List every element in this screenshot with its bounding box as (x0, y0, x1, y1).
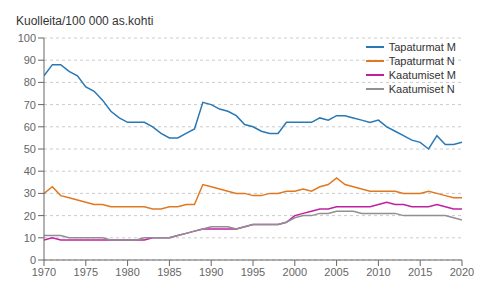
svg-text:2015: 2015 (408, 266, 432, 278)
svg-text:0: 0 (30, 254, 36, 266)
svg-text:1995: 1995 (241, 266, 265, 278)
svg-text:1970: 1970 (32, 266, 56, 278)
svg-text:70: 70 (24, 99, 36, 111)
svg-text:20: 20 (24, 210, 36, 222)
svg-text:1985: 1985 (157, 266, 181, 278)
html-text:Tapaturmat M: Tapaturmat M (388, 41, 456, 53)
svg-text:1980: 1980 (115, 266, 139, 278)
svg-text:1975: 1975 (74, 266, 98, 278)
html-text:Kaatumiset N: Kaatumiset N (388, 83, 455, 95)
svg-text:2010: 2010 (366, 266, 390, 278)
html-text:Kuolleita/100 000 as.kohti: Kuolleita/100 000 as.kohti (16, 14, 154, 28)
svg-text:50: 50 (24, 143, 36, 155)
svg-text:60: 60 (24, 121, 36, 133)
svg-text:2000: 2000 (283, 266, 307, 278)
svg-text:100: 100 (18, 32, 36, 44)
svg-text:10: 10 (24, 232, 36, 244)
html-text:Tapaturmat N: Tapaturmat N (388, 55, 455, 67)
html-text:Kaatumiset M: Kaatumiset M (388, 69, 456, 81)
svg-text:80: 80 (24, 76, 36, 88)
svg-text:1990: 1990 (199, 266, 223, 278)
svg-text:40: 40 (24, 165, 36, 177)
svg-text:2020: 2020 (450, 266, 474, 278)
svg-text:90: 90 (24, 54, 36, 66)
svg-text:30: 30 (24, 187, 36, 199)
svg-text:2005: 2005 (324, 266, 348, 278)
